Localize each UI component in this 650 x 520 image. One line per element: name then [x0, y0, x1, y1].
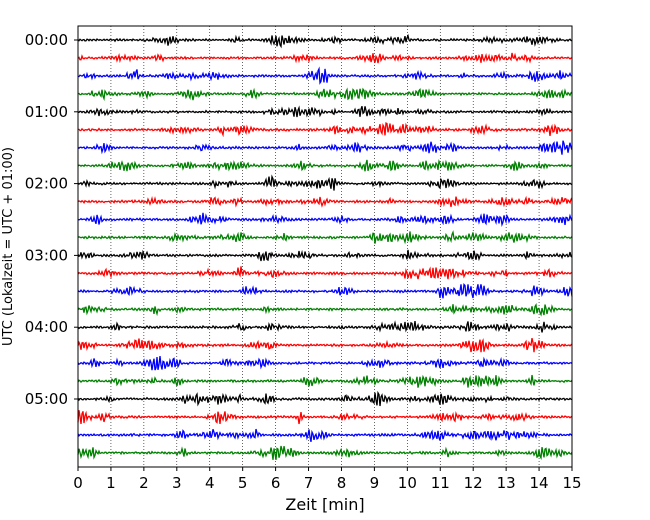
trace-0015	[77, 52, 573, 64]
x-tick-label: 1	[106, 474, 116, 492]
x-tick-label: 5	[238, 474, 248, 492]
x-tick-label: 4	[205, 474, 215, 492]
x-tick-label: 2	[139, 474, 149, 492]
y-tick-label: 03:00	[25, 246, 68, 264]
y-tick-label: 05:00	[25, 390, 68, 408]
y-axis-label: UTC (Lokalzeit = UTC + 01:00)	[1, 147, 16, 346]
trace-0415	[77, 337, 573, 353]
trace-0130	[77, 140, 573, 155]
x-tick-label: 6	[271, 474, 281, 492]
trace-0500	[77, 390, 573, 407]
trace-0245	[77, 230, 573, 245]
x-axis-ticks: 0 1 2 3 4 5 6 7 8 9 10 11 12 13 14 15	[73, 467, 582, 492]
x-tick-label: 8	[337, 474, 347, 492]
x-tick-label: 15	[562, 474, 581, 492]
x-tick-label: 10	[398, 474, 417, 492]
trace-0315	[77, 266, 573, 280]
y-tick-label: 02:00	[25, 175, 68, 193]
trace-0345	[77, 302, 573, 317]
trace-0530	[77, 428, 573, 443]
trace-0000	[77, 33, 573, 49]
trace-0115	[77, 122, 573, 138]
trace-0300	[77, 249, 573, 262]
x-tick-label: 13	[497, 474, 516, 492]
plot-frame	[77, 25, 573, 468]
trace-0545	[77, 445, 573, 461]
trace-0145	[77, 158, 573, 172]
trace-0330	[77, 282, 573, 299]
x-tick-label: 14	[530, 474, 549, 492]
x-axis-label: Zeit [min]	[285, 495, 364, 514]
trace-0030	[77, 66, 573, 85]
trace-0215	[77, 195, 573, 208]
x-tick-label: 3	[172, 474, 182, 492]
trace-0515	[77, 410, 573, 425]
trace-0200	[77, 174, 573, 191]
trace-0430	[77, 356, 573, 371]
seismic-traces	[77, 33, 573, 461]
x-tick-label: 0	[73, 474, 83, 492]
trace-0045	[77, 87, 573, 102]
x-tick-label: 7	[304, 474, 314, 492]
y-axis-ticks: 00:00 01:00 02:00 03:00 04:00 05:00	[25, 31, 78, 408]
trace-0230	[77, 212, 573, 227]
x-tick-label: 12	[464, 474, 483, 492]
trace-0100	[77, 105, 572, 118]
y-tick-label: 04:00	[25, 318, 68, 336]
x-tick-label: 11	[431, 474, 450, 492]
y-tick-label: 01:00	[25, 103, 68, 121]
x-tick-label: 9	[370, 474, 380, 492]
y-tick-label: 00:00	[25, 31, 68, 49]
trace-0445	[77, 374, 573, 388]
trace-0400	[77, 320, 573, 333]
